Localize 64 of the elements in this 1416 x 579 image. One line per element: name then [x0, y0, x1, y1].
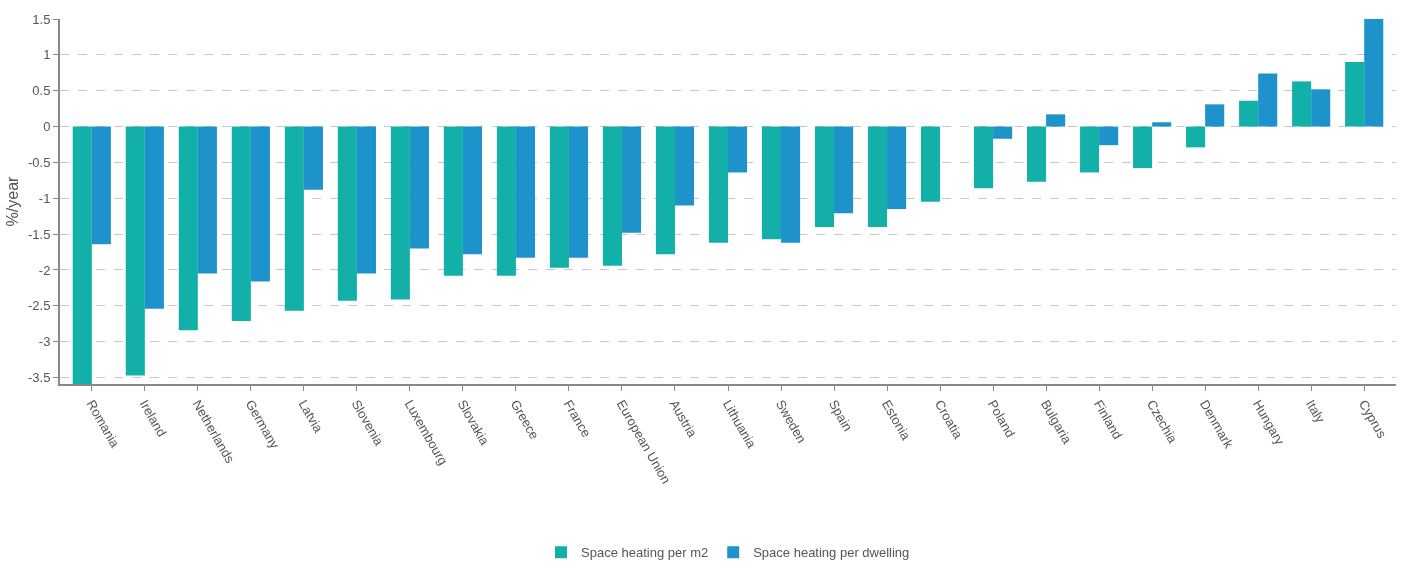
legend-label: Space heating per m2: [581, 545, 709, 561]
bar: [1311, 89, 1331, 127]
bar: [1292, 81, 1312, 127]
y-tick-label: -1: [38, 190, 51, 206]
bar: [1080, 126, 1100, 173]
bar: [993, 126, 1013, 139]
bar: [1046, 114, 1066, 127]
bar: [655, 126, 675, 255]
bar: [1345, 62, 1365, 127]
bar: [1364, 19, 1384, 127]
bar: [674, 126, 695, 206]
bar: [303, 126, 323, 190]
bar: [568, 126, 589, 258]
bar: [125, 126, 145, 376]
bar: [443, 126, 463, 276]
y-tick-label: 1: [43, 47, 51, 63]
bar: [920, 126, 941, 202]
y-tick-label: 0: [43, 119, 51, 135]
bar: [496, 126, 516, 276]
x-tick-label: Italy: [1302, 397, 1329, 426]
bar: [284, 126, 304, 311]
bar: [1258, 73, 1278, 127]
bar: [356, 126, 376, 274]
bar: [144, 126, 164, 309]
bar: [1205, 104, 1225, 127]
bar: [1027, 126, 1047, 182]
bar: [834, 126, 854, 214]
y-tick-label: -2: [38, 262, 51, 278]
bar: [867, 126, 888, 227]
bar: [602, 126, 622, 266]
bar: [621, 126, 642, 233]
bar: [781, 126, 801, 243]
y-tick-label: -3.5: [27, 370, 51, 386]
bar: [549, 126, 569, 268]
bar: [91, 126, 111, 245]
bar: [814, 126, 835, 227]
y-tick-label: 0.5: [32, 83, 51, 99]
bar: [462, 126, 483, 255]
bar: [72, 126, 92, 384]
bar: [973, 126, 994, 189]
bar: [887, 126, 907, 210]
bar: [409, 126, 429, 249]
bar: [1133, 126, 1153, 169]
bar: [515, 126, 536, 258]
bar: [231, 126, 251, 321]
bar: [197, 126, 217, 274]
y-tick-label: -0.5: [27, 154, 51, 170]
legend-label: Space heating per dwelling: [753, 545, 910, 561]
bar: [1186, 126, 1206, 148]
y-tick-label: 1.5: [32, 11, 51, 27]
bar: [390, 126, 410, 300]
bar: [178, 126, 198, 331]
bar: [1152, 122, 1172, 127]
y-tick-label: -1.5: [27, 226, 51, 242]
bar: [728, 126, 748, 173]
y-tick-label: -2.5: [27, 298, 51, 314]
bar: [708, 126, 728, 243]
bar: [761, 126, 782, 240]
bar: [1099, 126, 1119, 146]
y-axis-title: %/year: [4, 175, 22, 227]
bar: [1239, 100, 1259, 127]
y-tick-label: -3: [38, 334, 51, 350]
bar: [337, 126, 357, 301]
bar: [250, 126, 270, 282]
